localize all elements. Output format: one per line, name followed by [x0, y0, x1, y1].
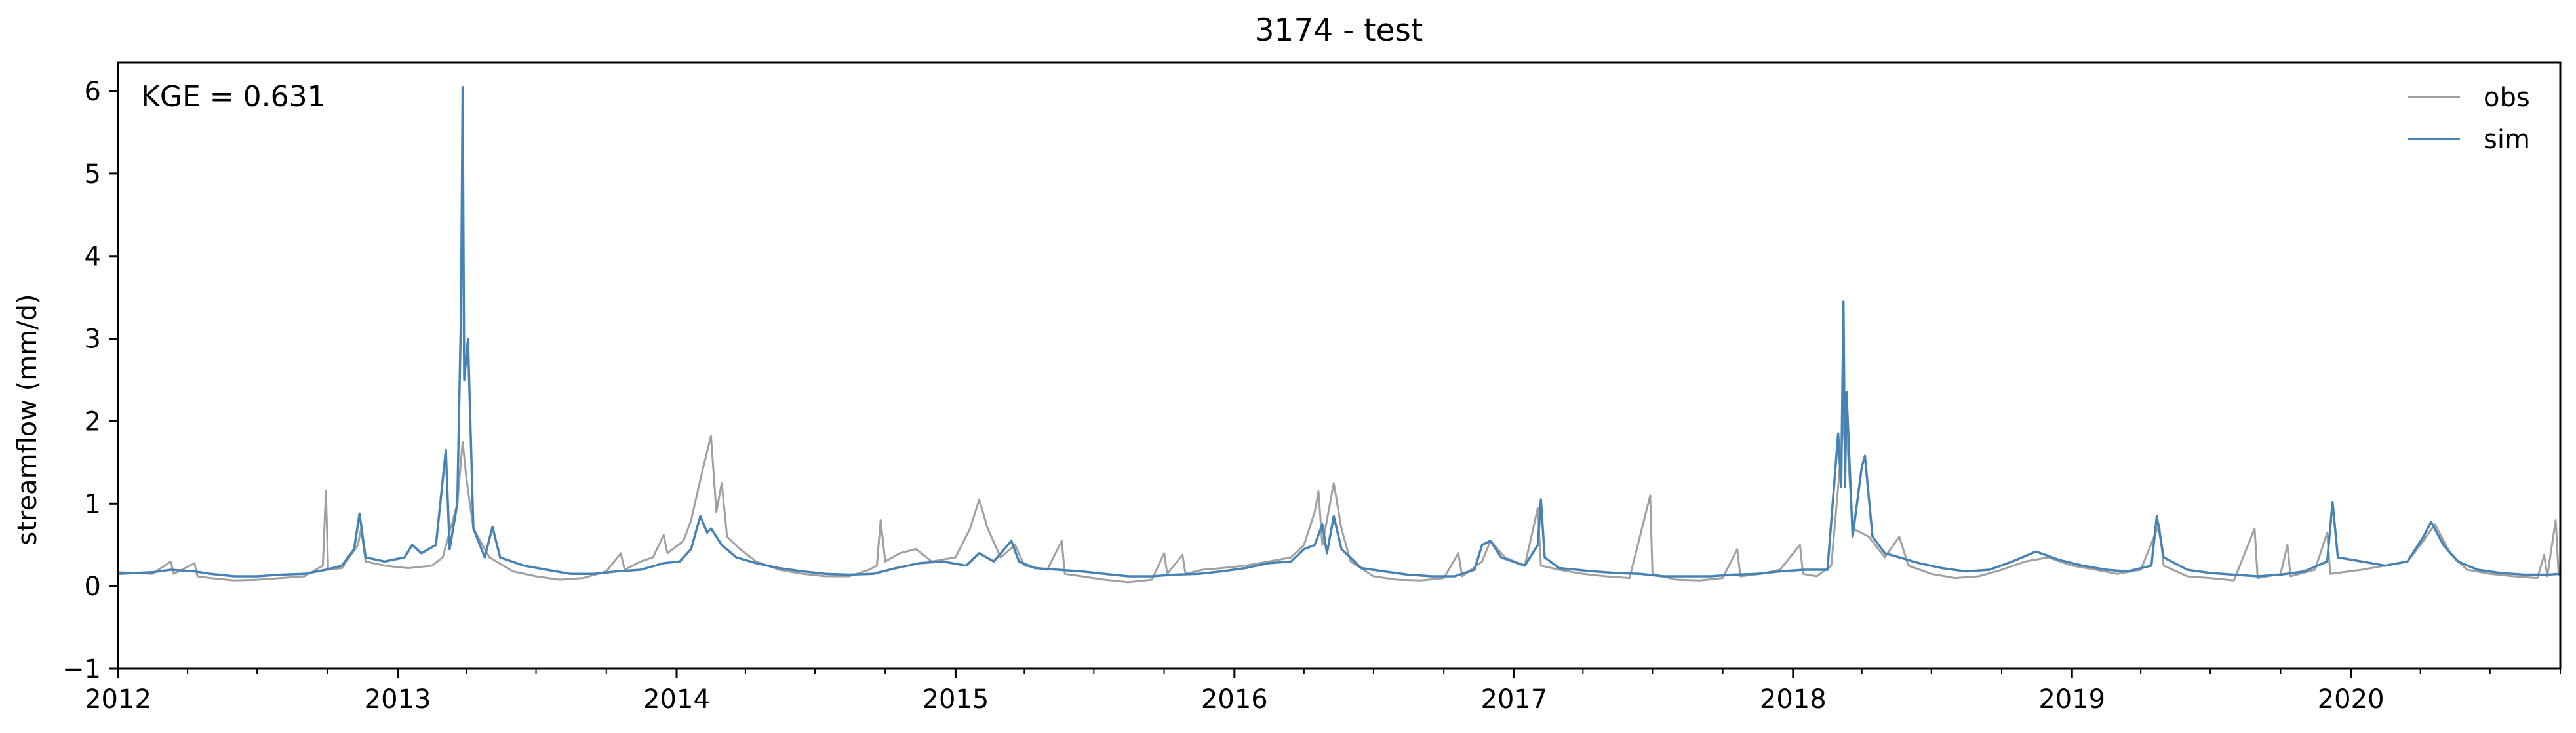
- x-tick-label-2019: 2019: [2038, 684, 2105, 715]
- y-tick-label: 0: [85, 572, 101, 602]
- y-axis-ticks: −1 0 1 2 3 4 5 6: [62, 77, 118, 684]
- legend-sim-label: sim: [2484, 125, 2530, 155]
- axes-frame: [117, 61, 2562, 670]
- y-axis-label: streamflow (mm/d): [12, 294, 43, 545]
- x-tick-label-2018: 2018: [1760, 684, 1827, 715]
- y-tick-label: 6: [85, 77, 101, 107]
- y-tick-label: 1: [85, 489, 101, 519]
- series-layer: [117, 86, 2561, 584]
- x-tick-label-2015: 2015: [922, 684, 989, 715]
- legend-obs-label: obs: [2484, 83, 2530, 113]
- y-tick-label: 2: [85, 406, 101, 437]
- x-tick-label-2016: 2016: [1201, 684, 1268, 715]
- chart-title: 3174 - test: [1255, 12, 1423, 49]
- x-tick-label-2017: 2017: [1481, 684, 1548, 715]
- plot-area: [117, 61, 2562, 670]
- x-axis-ticks: 2012 2013 2014 2015 2016 2017 2018 2019 2020: [85, 669, 2561, 715]
- kge-annotation: KGE = 0.631: [141, 80, 326, 113]
- y-tick-label: 4: [85, 242, 101, 272]
- x-tick-label-2014: 2014: [643, 684, 710, 715]
- y-tick-label: 5: [85, 159, 101, 189]
- series-line-obs: [117, 403, 2560, 584]
- y-tick-label: −1: [62, 654, 101, 684]
- x-tick-label-2020: 2020: [2318, 684, 2385, 715]
- series-line-sim: [117, 86, 2561, 578]
- x-tick-label-2013: 2013: [365, 684, 431, 715]
- y-tick-label: 3: [85, 325, 101, 355]
- legend: obs sim: [2408, 83, 2530, 155]
- x-tick-label-2012: 2012: [85, 684, 151, 715]
